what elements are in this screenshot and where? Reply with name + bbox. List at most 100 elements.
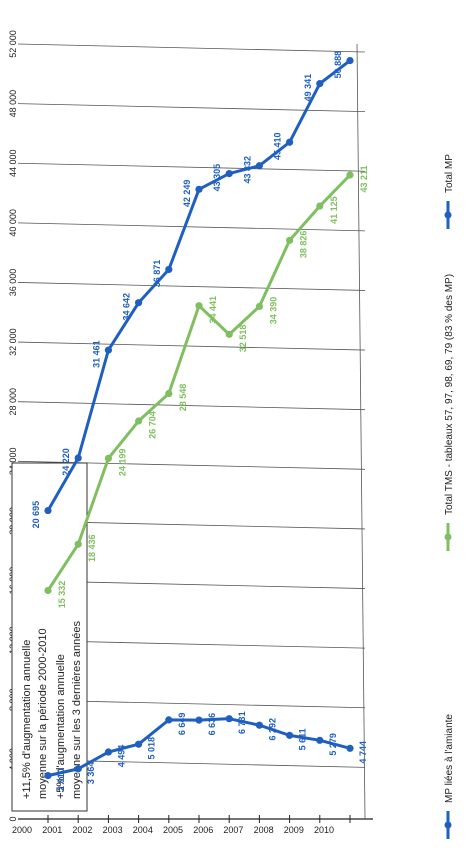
point-total-2009 [316, 80, 324, 88]
data-label-tms-2009: 41 125 [329, 196, 339, 224]
gridline-9 [17, 282, 366, 291]
legend-label-amiante: MP liées à l'amiante [444, 714, 455, 803]
y-tick-label-12: 48 000 [8, 90, 18, 118]
data-label-amiante-2008: 5 611 [298, 728, 308, 750]
x-tick-label-2008: 2008 [254, 825, 274, 835]
data-label-total-2003: 34 642 [122, 293, 132, 321]
gridline-8 [17, 341, 366, 351]
legend-marker-amiante [444, 821, 452, 829]
point-tms-2007 [255, 302, 263, 311]
data-label-amiante-2004: 6 649 [177, 713, 187, 736]
gridline-10 [17, 222, 366, 232]
point-total-2007 [255, 162, 263, 170]
legend-marker-tms [444, 533, 452, 541]
annotation-frame [11, 462, 88, 812]
legend-item-amiante: MP liées à l'amiante [444, 714, 455, 839]
x-tick-label-2002: 2002 [72, 825, 92, 835]
annotation-line-3: +5% d'augmentation annuelle [55, 654, 67, 799]
legend-item-total: Total MP [444, 154, 455, 229]
data-label-tms-2010: 43 211 [359, 165, 369, 192]
data-label-tms-2002: 24 199 [117, 449, 127, 477]
legend-label-tms: Total TMS - tableaux 57, 97, 98, 69, 79 … [444, 274, 455, 515]
data-label-amiante-2007: 6 292 [267, 718, 277, 741]
gridline-13 [17, 43, 366, 53]
annotation-line-2: moyenne sur la période 2000-2010 [37, 628, 49, 799]
point-total-2008 [286, 138, 294, 146]
point-amiante-2009 [316, 736, 324, 744]
data-label-total-2002: 31 461 [91, 340, 101, 368]
data-label-total-2005: 42 249 [182, 180, 192, 208]
data-label-tms-2005: 34 441 [208, 296, 218, 324]
point-total-2004 [165, 265, 173, 274]
x-tick-label-2003: 2003 [103, 825, 123, 835]
y-tick-label-10: 40 000 [8, 209, 18, 237]
x-tick-label-2000: 2000 [12, 825, 32, 835]
point-tms-2002 [104, 454, 113, 462]
data-label-tms-2004: 28 548 [178, 384, 188, 412]
point-amiante-2003 [135, 740, 143, 748]
y-tick-label-6: 24 000 [8, 448, 18, 476]
data-label-amiante-2001: 3 364 [86, 762, 96, 785]
legend-label-total: Total MP [444, 154, 455, 193]
point-total-2005 [195, 185, 203, 193]
data-label-total-2004: 36 871 [152, 260, 162, 288]
data-label-tms-2000: 15 332 [57, 581, 67, 609]
gridline-11 [17, 162, 366, 172]
point-total-2001 [74, 454, 82, 462]
annotation-line-4: moyenne sur les 3 dernières années [71, 621, 83, 799]
point-amiante-2005 [195, 716, 203, 724]
point-tms-2004 [165, 389, 173, 398]
point-tms-2009 [316, 202, 324, 210]
x-tick-label-2001: 2001 [42, 825, 62, 835]
x-tick-label-2009: 2009 [284, 825, 304, 835]
y-tick-label-9: 36 000 [8, 269, 18, 297]
data-label-tms-2003: 26 704 [148, 411, 158, 439]
data-label-tms-2007: 34 390 [268, 297, 278, 325]
point-total-2002 [104, 346, 113, 354]
data-label-amiante-2006: 6 731 [237, 711, 247, 734]
point-amiante-2000 [44, 772, 52, 780]
data-label-amiante-2005: 6 636 [207, 713, 217, 736]
series-line-total [46, 59, 351, 512]
data-label-tms-2001: 18 436 [87, 534, 97, 562]
legend-item-tms: Total TMS - tableaux 57, 97, 98, 69, 79 … [444, 274, 455, 551]
point-amiante-2006 [225, 715, 233, 723]
annotation-line-1: +11,5% d'augmentation annuelle [21, 640, 33, 799]
data-label-tms-2006: 32 518 [238, 325, 248, 353]
y-tick-label-11: 44 000 [8, 149, 18, 177]
data-label-amiante-2009: 5 279 [328, 733, 338, 756]
point-total-2006 [225, 169, 233, 178]
point-tms-2005 [195, 302, 203, 310]
x-tick-label-2007: 2007 [223, 825, 243, 835]
point-tms-2006 [225, 330, 233, 338]
point-tms-2008 [286, 236, 294, 244]
x-tick-label-2010: 2010 [314, 825, 334, 835]
y-tick-label-8: 32 000 [8, 328, 18, 356]
y-tick-label-0: 0 [8, 816, 18, 821]
point-amiante-2004 [165, 716, 173, 724]
point-amiante-2002 [104, 748, 113, 756]
point-tms-2003 [135, 417, 143, 425]
data-label-total-2008: 45 410 [273, 132, 283, 160]
point-total-2000 [44, 506, 52, 515]
legend-marker-total [444, 211, 452, 219]
data-label-total-2009: 49 341 [303, 74, 313, 102]
y-tick-label-7: 28 000 [8, 388, 18, 416]
gridline-7 [17, 401, 366, 411]
legend: MP liées à l'amiante Total TMS - tableau… [444, 154, 455, 839]
point-tms-2000 [44, 586, 52, 595]
series: 2 910 3 364 4 494 5 018 6 649 6 636 6 731 6 292… [31, 51, 369, 791]
data-label-tms-2008: 38 826 [299, 231, 309, 259]
point-amiante-2007 [255, 721, 263, 729]
point-amiante-2008 [286, 731, 294, 739]
gridline-12 [17, 103, 366, 113]
data-label-total-2001: 24 220 [61, 448, 71, 476]
plot-frame-bottom [356, 43, 366, 820]
data-label-amiante-2000: 2 910 [56, 768, 66, 791]
data-label-total-2000: 20 695 [31, 501, 41, 529]
data-label-total-2006: 43 305 [212, 164, 222, 192]
x-tick-label-2004: 2004 [133, 825, 153, 835]
y-tick-label-13: 52 000 [8, 30, 18, 58]
x-tick-label-2006: 2006 [193, 825, 213, 835]
